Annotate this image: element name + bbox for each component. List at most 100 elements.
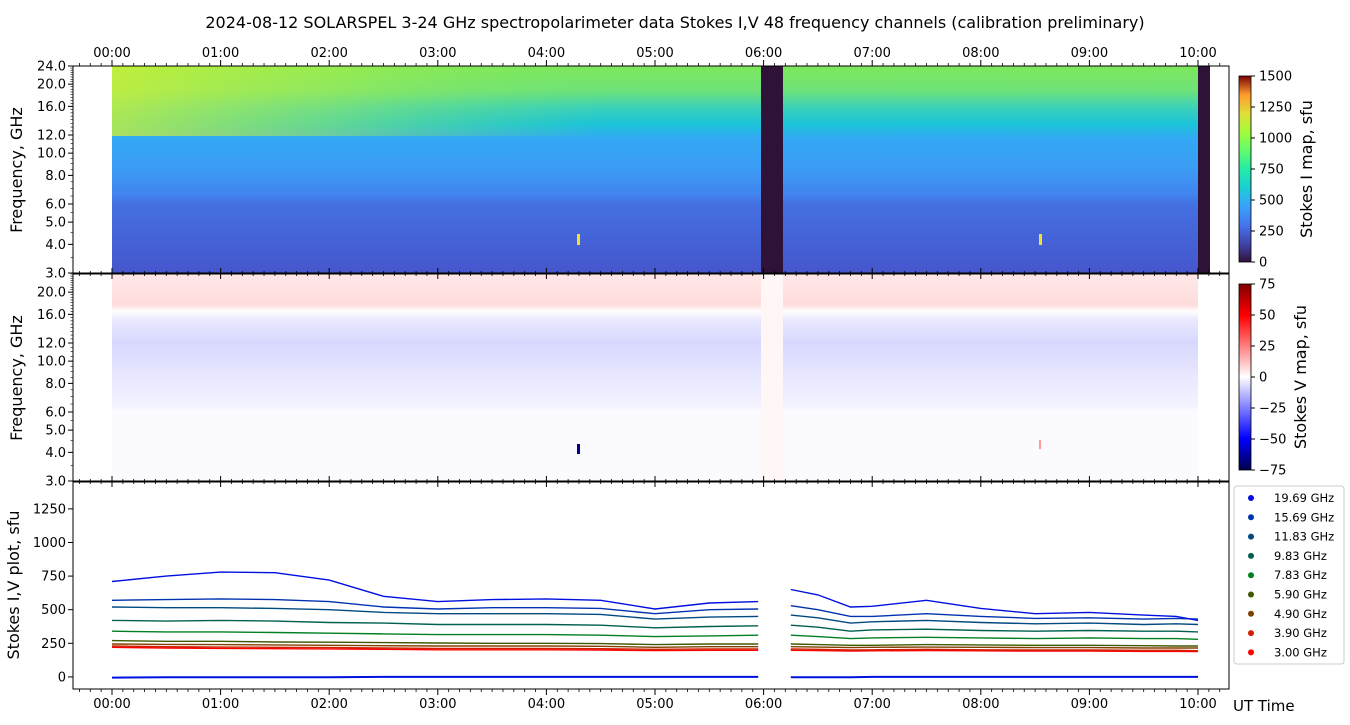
legend-marker: [1248, 610, 1254, 617]
stokes-i-colorbar: [1238, 75, 1252, 263]
panel2-freq-tick-label: 20.0: [37, 286, 66, 301]
panel1-freq-tick-label: 20.0: [37, 78, 66, 93]
panel2-freq-tick-label: 8.0: [45, 377, 66, 392]
series-line-3-00-GHz: [790, 649, 1199, 653]
panel2-freq-tick-label: 6.0: [45, 406, 66, 421]
stokes-v-colorbar-label: Stokes V map, sfu: [1291, 305, 1310, 449]
legend: 19.69 GHz 15.69 GHz 11.83 GHz 9.83 GHz 7.83 …: [1233, 485, 1345, 665]
stokes-v-colorbar-tick-label: −25: [1259, 402, 1286, 417]
stokes-v-colorbar-tick-label: 75: [1259, 278, 1276, 293]
time-tick-label-bottom: 07:00: [853, 697, 890, 712]
panel3-y-tick-label: 250: [41, 637, 66, 652]
time-tick-label-top: 04:00: [528, 46, 565, 61]
stokes-v-colorbar: [1238, 283, 1252, 471]
panel3-y-tick-label: 0: [58, 670, 66, 685]
panel1-freq-tick-label: 5.0: [45, 216, 66, 231]
series-line-5-90-GHz: [111, 639, 759, 646]
series-line-3-00-GHz: [111, 646, 759, 652]
legend-marker: [1248, 495, 1254, 501]
stokes-i-colorbar-tick-label: 250: [1259, 225, 1284, 240]
stokes-v-colorbar-tick-label: 50: [1259, 309, 1276, 324]
panel1-ylabel: Frequency, GHz: [7, 107, 26, 233]
time-tick-label-top: 03:00: [419, 46, 456, 61]
series-line-4-90-GHz: [111, 643, 759, 649]
stokes-v-panel: [72, 273, 1230, 482]
time-tick-label-bottom: 04:00: [528, 697, 565, 712]
time-tick-label-bottom: 06:00: [745, 697, 782, 712]
panel1-freq-tick-label: 10.0: [37, 147, 66, 162]
time-tick-label-top: 01:00: [202, 46, 239, 61]
panel1-freq-tick-label: 12.0: [37, 129, 66, 144]
panel2-freq-tick-label: 4.0: [45, 446, 66, 461]
stokes-v-colorbar-tick-label: −75: [1259, 464, 1286, 479]
panel1-freq-tick-label: 4.0: [45, 238, 66, 253]
panel3-y-tick-label: 1000: [33, 536, 66, 551]
legend-label: 3.00 GHz: [1274, 645, 1327, 659]
legend-label: 3.90 GHz: [1274, 626, 1327, 640]
time-tick-label-top: 08:00: [962, 46, 999, 61]
stokes-i-colorbar-tick-label: 1250: [1259, 101, 1292, 116]
stokes-plot-panel: [72, 481, 1230, 690]
legend-marker: [1248, 649, 1254, 656]
legend-marker: [1248, 533, 1254, 540]
legend-marker: [1248, 514, 1254, 521]
stokes-v-colorbar-tick-label: −50: [1259, 433, 1286, 448]
series-line-4-90-GHz: [790, 646, 1198, 649]
stokes-i-spike-2: [1039, 234, 1042, 245]
legend-marker: [1248, 552, 1254, 559]
stokes-v-spike-1: [577, 444, 580, 454]
stokes-i-colorbar-tick-label: 0: [1259, 256, 1267, 271]
series-line-15-69-GHz: [790, 605, 1199, 620]
stokes-v-colorbar-tick-label: 0: [1259, 371, 1267, 386]
stokes-plot-lines: [111, 571, 1199, 679]
stokes-v-trace-line: [111, 675, 759, 679]
series-line-15-69-GHz: [111, 598, 759, 615]
panel3-y-tick-label: 750: [41, 570, 66, 585]
time-tick-label-bottom: 02:00: [310, 697, 347, 712]
panel2-freq-tick-label: 3.0: [45, 475, 66, 490]
stokes-v-map: [112, 274, 1198, 481]
stokes-v-colorbar-tick-label: 25: [1259, 340, 1276, 355]
legend-marker: [1248, 572, 1254, 579]
panel1-freq-tick-label: 16.0: [37, 100, 66, 115]
panel1-freq-tick-label: 3.0: [45, 267, 66, 282]
legend-label: 9.83 GHz: [1274, 549, 1327, 563]
series-line-19-69-GHz: [790, 588, 1199, 622]
time-tick-label-bottom: 10:00: [1179, 697, 1216, 712]
time-tick-label-bottom: 01:00: [202, 697, 239, 712]
legend-label: 4.90 GHz: [1274, 607, 1327, 621]
series-line-11-83-GHz: [790, 614, 1199, 626]
series-line-7-83-GHz: [111, 630, 759, 638]
time-tick-label-top: 10:00: [1179, 46, 1216, 61]
time-tick-label-bottom: 00:00: [93, 697, 130, 712]
stokes-i-colorbar-tick-label: 1500: [1259, 70, 1292, 85]
panel3-y-tick-label: 1250: [33, 502, 66, 517]
figure-title: 2024-08-12 SOLARSPEL 3-24 GHz spectropol…: [205, 13, 1144, 32]
stokes-i-colorbar-tick-label: 1000: [1259, 132, 1292, 147]
legend-marker: [1248, 630, 1254, 637]
stokes-i-gap-band: [761, 66, 783, 273]
legend-box: [1233, 485, 1345, 665]
stokes-i-spike-1: [577, 234, 580, 245]
stokes-i-panel: [72, 65, 1230, 274]
time-tick-label-bottom: 09:00: [1071, 697, 1108, 712]
series-line-3-90-GHz: [111, 645, 759, 651]
panel3-y-tick-label: 500: [41, 603, 66, 618]
legend-label: 7.83 GHz: [1274, 568, 1327, 582]
x-axis-label: UT Time: [1233, 697, 1295, 715]
panel2-freq-tick-label: 10.0: [37, 355, 66, 370]
series-line-3-90-GHz: [790, 648, 1199, 652]
time-tick-label-bottom: 05:00: [636, 697, 673, 712]
legend-label: 5.90 GHz: [1274, 588, 1327, 602]
time-tick-label-top: 05:00: [636, 46, 673, 61]
stokes-i-map-highlight: [112, 66, 1198, 136]
series-line-9-83-GHz: [790, 624, 1199, 633]
legend-label: 11.83 GHz: [1274, 530, 1334, 544]
panel3-ylabel: Stokes I,V plot, sfu: [4, 511, 23, 660]
time-tick-label-top: 07:00: [853, 46, 890, 61]
time-tick-label-bottom: 03:00: [419, 697, 456, 712]
panel2-freq-tick-label: 12.0: [37, 337, 66, 352]
time-tick-label-top: 02:00: [310, 46, 347, 61]
time-tick-label-bottom: 08:00: [962, 697, 999, 712]
